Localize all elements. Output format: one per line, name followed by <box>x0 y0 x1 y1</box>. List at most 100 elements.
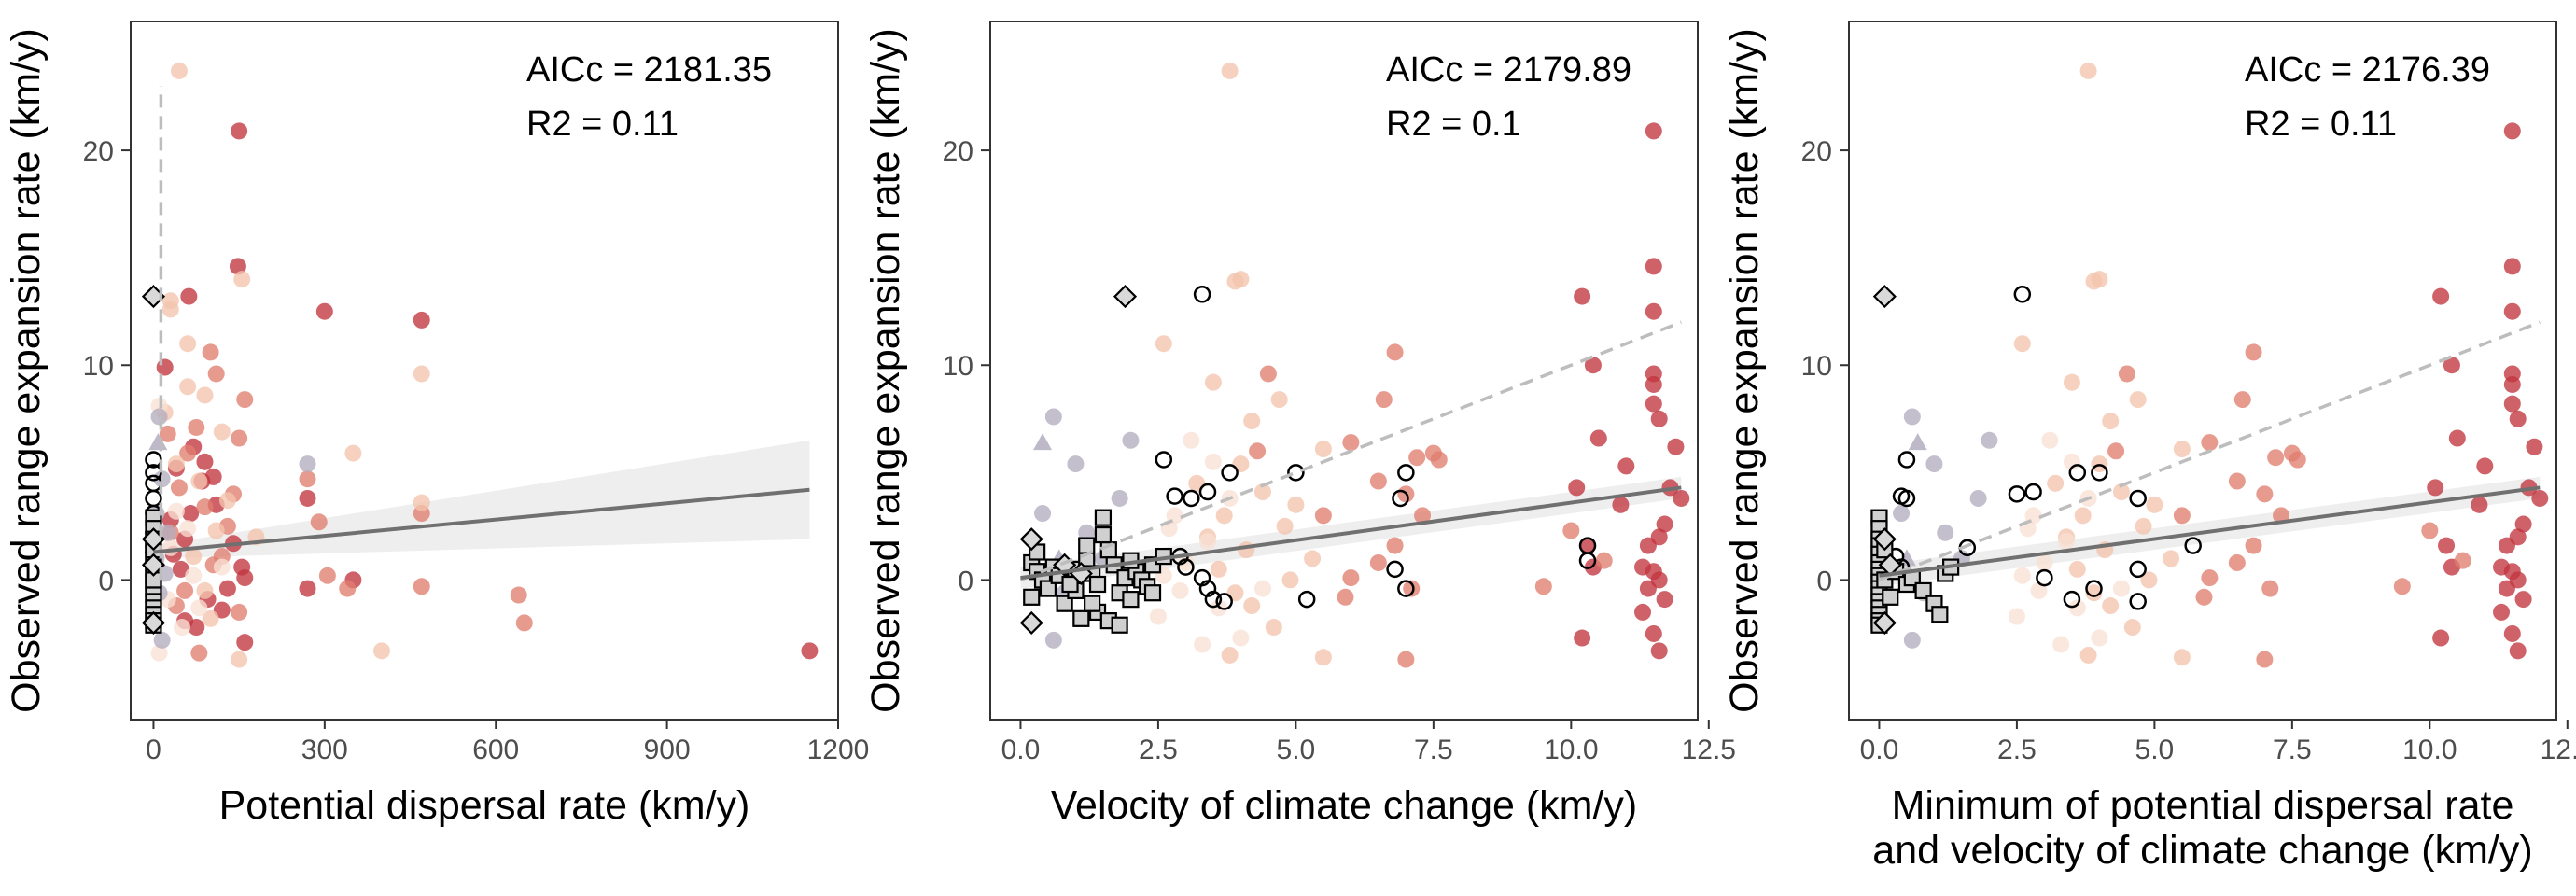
data-point <box>170 62 188 79</box>
data-point <box>2195 588 2213 606</box>
x-tick-label: 900 <box>644 735 691 765</box>
data-point <box>1243 413 1261 430</box>
data-point <box>218 492 236 510</box>
data-point <box>2493 603 2511 621</box>
data-point <box>372 642 390 660</box>
data-point <box>339 580 357 597</box>
data-point <box>1903 408 1921 426</box>
data-point <box>1589 429 1607 447</box>
y-tick-label: 0 <box>98 566 114 596</box>
data-point <box>315 302 333 320</box>
data-point <box>185 567 203 584</box>
data-point <box>2201 569 2219 587</box>
data-point <box>1634 603 1652 621</box>
data-point <box>1183 489 1200 508</box>
x-tick-label: 300 <box>301 735 348 765</box>
data-point <box>1872 610 1897 635</box>
data-point <box>161 301 179 318</box>
data-point <box>1430 451 1448 469</box>
data-point <box>1568 479 1586 497</box>
aicc-annotation: AICc = 2176.39 <box>2245 50 2490 90</box>
data-point <box>2427 479 2444 497</box>
data-point <box>2058 532 2076 550</box>
x-axis-title: Potential dispersal rate (km/y) <box>219 783 750 828</box>
y-tick-label: 0 <box>958 566 973 596</box>
data-point <box>153 470 171 488</box>
data-point <box>1111 616 1128 634</box>
data-point <box>1067 455 1085 473</box>
data-point <box>1215 507 1233 525</box>
data-point <box>2531 489 2549 507</box>
data-point <box>1645 122 1662 140</box>
data-point <box>2443 357 2460 374</box>
data-point <box>515 614 533 632</box>
data-point <box>231 651 248 668</box>
data-point <box>196 386 214 404</box>
data-point <box>2509 410 2527 427</box>
aicc-annotation: AICc = 2179.89 <box>1386 50 1631 90</box>
data-point <box>145 489 162 508</box>
data-point <box>1397 464 1415 482</box>
data-point <box>2008 608 2025 625</box>
panel-border <box>130 21 839 721</box>
r2-annotation: R2 = 0.11 <box>526 105 679 144</box>
data-point <box>1897 451 1916 469</box>
data-point <box>1215 593 1233 610</box>
data-point <box>1166 487 1183 505</box>
data-point <box>2421 522 2439 539</box>
fit-line <box>153 487 810 554</box>
data-point <box>1574 629 1591 647</box>
data-point <box>2438 537 2456 554</box>
data-point <box>2184 537 2202 554</box>
data-point <box>2085 580 2103 597</box>
data-point <box>510 586 527 604</box>
data-point <box>1667 438 1685 455</box>
data-point <box>150 408 168 426</box>
data-point <box>2068 464 2087 482</box>
data-point <box>2013 335 2031 353</box>
data-point <box>174 619 191 637</box>
data-point <box>1253 580 1271 597</box>
data-point <box>179 378 197 396</box>
data-point <box>2102 413 2120 430</box>
data-point <box>2503 375 2521 393</box>
data-point <box>2233 391 2251 409</box>
data-point <box>1645 395 1662 413</box>
y-tick-label: 20 <box>943 136 973 167</box>
data-point <box>1562 522 1580 539</box>
data-point <box>2129 593 2147 610</box>
data-point <box>1171 581 1189 599</box>
data-point <box>1088 575 1107 594</box>
data-point <box>167 455 185 473</box>
y-tick-label: 10 <box>943 351 973 382</box>
data-point <box>159 425 176 442</box>
data-point <box>188 418 205 436</box>
data-point <box>1019 527 1043 552</box>
data-point <box>190 472 208 490</box>
data-point <box>1204 590 1223 609</box>
data-point <box>1893 505 1911 523</box>
x-tick-label: 0.0 <box>1001 735 1041 765</box>
data-point <box>1969 489 1987 507</box>
data-point <box>1386 343 1404 361</box>
data-point <box>141 610 166 635</box>
data-point <box>2079 646 2097 664</box>
data-point <box>2514 591 2532 609</box>
data-point <box>179 520 197 538</box>
data-point <box>1314 507 1332 525</box>
data-point <box>1033 433 1053 451</box>
x-tick-label: 7.5 <box>1414 735 1453 765</box>
data-point <box>1403 580 1421 597</box>
data-point <box>2107 442 2125 460</box>
y-axis-title: Observed range expansion rate (km/y) <box>863 28 908 713</box>
data-point <box>2118 365 2135 383</box>
x-tick-label: 0.0 <box>1860 735 1899 765</box>
data-point <box>1194 636 1211 653</box>
y-tick-label: 10 <box>1801 351 1832 382</box>
data-point <box>2526 438 2543 455</box>
data-point <box>2047 474 2065 492</box>
data-point <box>1199 532 1217 550</box>
data-point <box>2503 624 2521 642</box>
data-point <box>1210 560 1227 578</box>
x-tick-label: 1200 <box>807 735 870 765</box>
